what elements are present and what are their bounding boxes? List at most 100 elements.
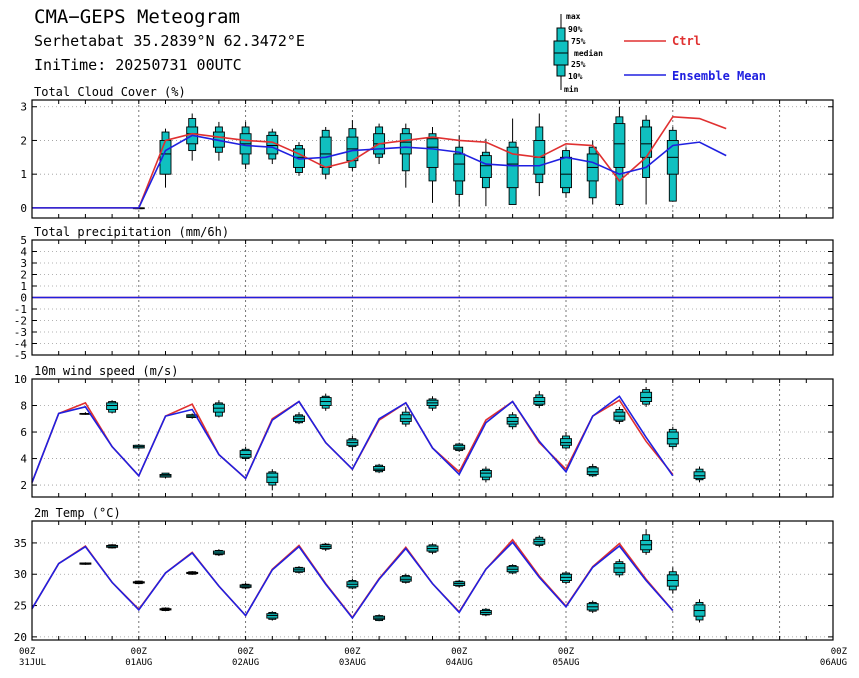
- mean-series-line: [32, 134, 727, 209]
- box-150h: [693, 599, 706, 623]
- box-18h: [106, 544, 119, 549]
- legend-min: min: [564, 84, 579, 94]
- panel-frame: [31, 378, 834, 498]
- y-tick-label: 2: [20, 134, 27, 147]
- box-inner: [560, 438, 572, 446]
- box-inner: [666, 431, 679, 445]
- box-96h: [453, 442, 466, 452]
- y-tick-label: 3: [20, 257, 27, 270]
- box-inner: [506, 146, 519, 189]
- box-12h: [79, 562, 92, 565]
- box-60h: [293, 412, 305, 425]
- x-tick-label-date: 04AUG: [446, 658, 473, 668]
- box-120h: [560, 147, 572, 198]
- x-tick-label-time: 00Z: [831, 647, 848, 657]
- box-18h: [106, 400, 119, 414]
- box-inner: [560, 156, 572, 189]
- box-102h: [479, 138, 492, 207]
- box-inner: [613, 123, 626, 168]
- y-tick-label: 10: [14, 373, 27, 386]
- box-inner: [373, 466, 386, 471]
- legend-p90: 90%: [568, 25, 583, 34]
- box-48h: [239, 583, 252, 590]
- mean-series-line: [31, 395, 674, 483]
- box-inner: [239, 450, 252, 458]
- box-138h: [640, 386, 653, 407]
- panel-0: Total Cloud Cover (%) 0 1 2 3: [20, 85, 834, 219]
- box-66h: [319, 542, 332, 552]
- x-tick-label-date: 31JUL: [19, 658, 46, 668]
- box-132h: [613, 559, 626, 578]
- box-inner: [106, 402, 119, 410]
- y-tick-label: 8: [20, 400, 27, 413]
- box-132h: [613, 106, 626, 207]
- box-96h: [453, 579, 466, 588]
- box-84h: [399, 573, 412, 584]
- box-30h: [159, 607, 172, 612]
- box-48h: [239, 446, 252, 462]
- y-tick-label: 4: [20, 246, 27, 259]
- box-inner: [693, 471, 706, 479]
- box-126h: [586, 140, 599, 205]
- ctrl-series-line: [32, 116, 727, 209]
- legend-max: max: [566, 12, 581, 21]
- box-66h: [319, 126, 332, 180]
- box-90h: [426, 543, 439, 555]
- box-inner: [399, 133, 412, 155]
- y-tick-label: 2: [20, 269, 27, 282]
- box-78h: [373, 463, 386, 474]
- panel-title: Total precipitation (mm/6h): [34, 225, 229, 239]
- y-tick-label: 20: [14, 631, 27, 644]
- y-tick-label: 0: [20, 202, 27, 215]
- box-126h: [586, 600, 599, 614]
- legend-p10: 10%: [568, 72, 583, 81]
- box-inner: [640, 391, 653, 402]
- box-inner: [506, 416, 519, 425]
- mean-series-line: [31, 541, 674, 620]
- box-108h: [506, 564, 519, 575]
- x-tick-label-date: 03AUG: [339, 658, 366, 668]
- box-126h: [586, 463, 599, 478]
- panel-frame: [31, 520, 834, 641]
- box-36h: [186, 571, 199, 575]
- box-90h: [426, 396, 439, 411]
- x-tick-label-time: 00Z: [131, 647, 148, 657]
- box-42h: [212, 400, 225, 418]
- box-inner: [586, 467, 599, 475]
- panel-title: 10m wind speed (m/s): [34, 364, 179, 378]
- box-114h: [533, 535, 546, 548]
- box-84h: [399, 406, 412, 427]
- y-tick-label: 1: [20, 280, 27, 293]
- panel-3: 2m Temp (°C) 20 25 30 35: [14, 506, 834, 644]
- y-tick-label: 35: [14, 537, 27, 550]
- box-54h: [266, 611, 279, 621]
- box-inner: [399, 414, 412, 422]
- box-144h: [666, 567, 679, 594]
- box-60h: [293, 566, 305, 574]
- box-72h: [346, 120, 359, 171]
- y-tick-label: 25: [14, 600, 27, 613]
- panel-title: 2m Temp (°C): [34, 506, 121, 520]
- box-54h: [266, 469, 279, 491]
- box-108h: [506, 118, 519, 205]
- box-120h: [560, 432, 572, 450]
- x-tick-label-time: 00Z: [558, 647, 575, 657]
- box-144h: [666, 426, 679, 450]
- y-tick-label: 4: [20, 453, 27, 466]
- y-tick-label: 5: [20, 234, 27, 247]
- legend: max 90% 75% median 25% 10% min Ctrl Ense…: [553, 12, 766, 94]
- box-inner: [479, 155, 492, 178]
- box-inner: [453, 444, 466, 450]
- x-tick-label-date: 02AUG: [232, 658, 259, 668]
- box-150h: [693, 466, 706, 483]
- init-time-label: IniTime: 20250731 00UTC: [34, 56, 242, 74]
- panel-1: Total precipitation (mm/6h) -5-4-3-2-1012…: [14, 225, 834, 362]
- box-66h: [319, 393, 332, 411]
- legend-mean-label: Ensemble Mean: [672, 69, 766, 83]
- legend-ctrl-label: Ctrl: [672, 34, 701, 48]
- box-114h: [533, 390, 546, 409]
- x-tick-label-time: 00Z: [237, 647, 254, 657]
- box-72h: [346, 578, 359, 590]
- box-90h: [426, 126, 439, 203]
